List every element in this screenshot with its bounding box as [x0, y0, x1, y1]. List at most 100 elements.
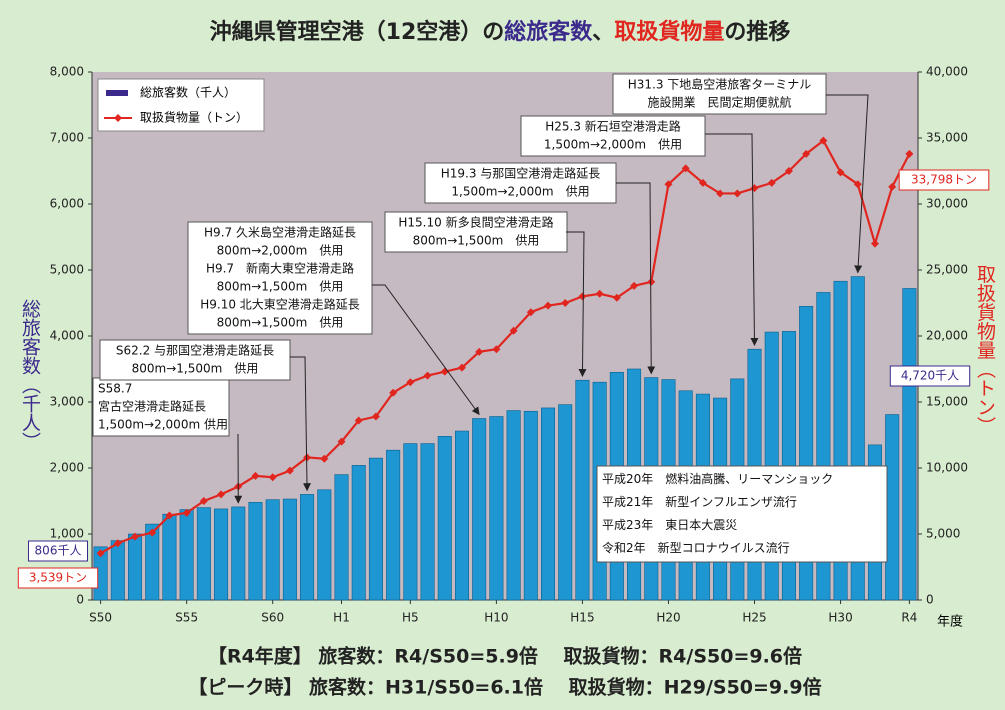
annotation-text: H31.3 下地島空港旅客ターミナル: [628, 77, 812, 92]
x-tick-label: H30: [828, 611, 852, 625]
bar: [472, 418, 487, 601]
y-tick-label: 7,000: [50, 131, 84, 145]
annotation-text: S58.7: [98, 382, 132, 396]
x-tick-label: S55: [175, 611, 198, 625]
y2-tick-label: 30,000: [926, 197, 968, 211]
value-label: 806千人: [35, 544, 82, 558]
chart-title: 沖縄県管理空港（12空港）の総旅客数、取扱貨物量の推移: [210, 19, 791, 45]
footer-text: 【ピーク時】 旅客数：H31/S50=6.1倍 取扱貨物：H29/S50=9.9…: [188, 676, 821, 699]
annotation-arrow: [616, 182, 656, 375]
x-tick-label: H20: [656, 611, 680, 625]
bar: [575, 379, 590, 601]
x-tick-label: H10: [484, 611, 508, 625]
annotation-text: 施設開業 民間定期便就航: [647, 95, 791, 110]
bar: [162, 513, 177, 601]
y-tick-label: 2,000: [50, 461, 84, 475]
y-axis-title: 総旅客数（千人）: [19, 299, 41, 451]
annotation-text: 800m→1,500m 供用: [413, 234, 540, 248]
value-label-box: [898, 169, 990, 191]
line-marker: [182, 508, 191, 517]
annotation-text: H15.10 新多良間空港滑走路: [398, 215, 553, 230]
legend-swatch-marker: [114, 114, 122, 122]
y2-tick-label: 25,000: [926, 263, 968, 277]
x-tick-label: H1: [333, 611, 350, 625]
y2-tick-label: 0: [926, 593, 934, 607]
annotation-box: [596, 465, 888, 563]
bar: [902, 288, 917, 601]
bar: [145, 523, 160, 601]
bar: [489, 416, 504, 601]
bar: [368, 457, 383, 601]
line-marker: [733, 189, 742, 198]
bar: [420, 443, 435, 601]
line-marker: [389, 388, 398, 397]
x-tick-label: R4: [901, 611, 917, 625]
title-part: 総旅客数: [504, 19, 593, 45]
bar: [110, 540, 125, 601]
title-part: 、: [592, 20, 614, 45]
line-marker: [578, 292, 587, 301]
bar: [454, 430, 469, 601]
line-marker: [595, 289, 604, 298]
y-tick-label: 6,000: [50, 197, 84, 211]
annotation-box: [424, 162, 617, 204]
bar: [403, 443, 418, 601]
bar: [334, 474, 349, 601]
line-marker: [509, 326, 518, 335]
line-marker: [681, 164, 690, 173]
line-marker: [406, 378, 415, 387]
line-marker: [544, 301, 553, 310]
title-part: 沖縄県管理空港（12空港）の: [210, 19, 505, 45]
line-marker: [303, 453, 312, 462]
footer-text: 【R4年度】 旅客数：R4/S50=5.9倍 取扱貨物：R4/S50=9.6倍: [208, 645, 802, 668]
annotation-arrow: [566, 231, 587, 378]
value-label: 3,539トン: [29, 571, 87, 585]
x-tick-label: H15: [570, 611, 594, 625]
y-tick-label: 3,000: [50, 395, 84, 409]
annotation-text: S62.2 与那国空港滑走路延長: [116, 343, 274, 358]
bar: [351, 465, 366, 601]
annotation-text: H9.10 北大東空港滑走路延長: [200, 297, 360, 312]
annotation-arrow: [290, 356, 311, 492]
x-axis-title: 年度: [937, 614, 963, 630]
y-tick-label: 0: [76, 593, 84, 607]
bar: [128, 533, 143, 601]
line-marker: [371, 412, 380, 421]
line-marker: [802, 149, 811, 158]
line-marker: [526, 308, 535, 317]
line-marker: [251, 471, 260, 480]
line: [100, 138, 911, 555]
annotation-text: 令和2年 新型コロナウイルス流行: [602, 540, 790, 555]
line-marker: [423, 371, 432, 380]
y2-tick-label: 5,000: [926, 527, 960, 541]
annotation-text: 宮古空港滑走路延長: [98, 399, 206, 414]
annotation-box: [99, 339, 291, 381]
annotation-text: 1,500m→2,000m 供用: [544, 138, 682, 152]
line-marker: [165, 511, 174, 520]
legend-label: 総旅客数（千人）: [140, 85, 236, 100]
line-marker: [905, 149, 914, 158]
bar: [282, 498, 297, 601]
line-marker: [836, 168, 845, 177]
line-marker: [131, 532, 140, 541]
y-tick-label: 4,000: [50, 329, 84, 343]
annotation-text: 800m→2,000m 供用: [217, 244, 344, 258]
line-marker: [698, 178, 707, 187]
annotation-text: H9.7 久米島空港滑走路延長: [204, 225, 356, 240]
annotation-box: [92, 377, 230, 437]
line-marker: [767, 178, 776, 187]
line-marker: [96, 549, 105, 558]
bar: [523, 410, 538, 601]
bar: [231, 506, 246, 601]
title-part: の推移: [724, 19, 790, 45]
line-marker: [716, 189, 725, 198]
line-marker: [457, 363, 466, 372]
annotation-text: H25.3 新石垣空港滑走路: [545, 119, 681, 134]
x-tick-label: H5: [402, 611, 419, 625]
y-tick-label: 5,000: [50, 263, 84, 277]
legend-swatch: [106, 90, 128, 96]
line-marker: [492, 345, 501, 354]
y2-axis-title: 取扱貨物量（トン）: [974, 265, 996, 436]
bar: [179, 509, 194, 601]
